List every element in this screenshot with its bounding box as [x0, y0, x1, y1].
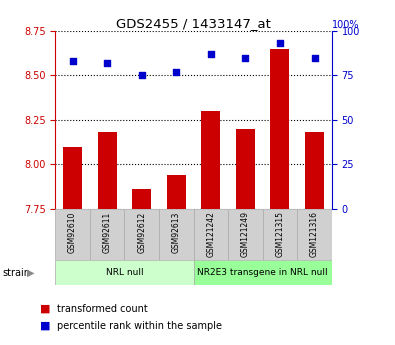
Bar — [124, 209, 159, 260]
Point — [208, 51, 214, 57]
Text: GSM92611: GSM92611 — [103, 211, 112, 253]
Bar — [194, 260, 332, 285]
Text: ▶: ▶ — [27, 268, 34, 277]
Text: NRL null: NRL null — [105, 268, 143, 277]
Text: ■: ■ — [40, 304, 50, 314]
Text: NR2E3 transgene in NRL null: NR2E3 transgene in NRL null — [198, 268, 328, 277]
Text: 100%: 100% — [332, 20, 359, 30]
Bar — [159, 209, 194, 260]
Text: GSM121249: GSM121249 — [241, 211, 250, 257]
Text: GSM92612: GSM92612 — [137, 211, 146, 253]
Point — [242, 55, 248, 60]
Text: GSM92610: GSM92610 — [68, 211, 77, 253]
Bar — [55, 260, 194, 285]
Bar — [167, 175, 186, 209]
Bar — [305, 132, 324, 209]
Text: GSM121316: GSM121316 — [310, 211, 319, 257]
Bar — [90, 209, 124, 260]
Text: GSM121315: GSM121315 — [275, 211, 284, 257]
Bar — [132, 189, 151, 209]
Point — [311, 55, 318, 60]
Bar — [63, 147, 82, 209]
Point — [70, 59, 76, 64]
Bar — [201, 111, 220, 209]
Text: GSM121242: GSM121242 — [206, 211, 215, 257]
Title: GDS2455 / 1433147_at: GDS2455 / 1433147_at — [116, 17, 271, 30]
Bar — [236, 129, 255, 209]
Text: transformed count: transformed count — [57, 304, 148, 314]
Point — [139, 73, 145, 78]
Text: percentile rank within the sample: percentile rank within the sample — [57, 321, 222, 331]
Text: GSM92613: GSM92613 — [172, 211, 181, 253]
Bar — [98, 132, 117, 209]
Point — [104, 60, 110, 66]
Bar — [263, 209, 297, 260]
Point — [173, 69, 179, 75]
Point — [277, 41, 283, 46]
Bar — [297, 209, 332, 260]
Text: ■: ■ — [40, 321, 50, 331]
Bar — [271, 49, 290, 209]
Bar — [55, 209, 90, 260]
Text: strain: strain — [2, 268, 30, 277]
Bar — [194, 209, 228, 260]
Bar — [228, 209, 263, 260]
